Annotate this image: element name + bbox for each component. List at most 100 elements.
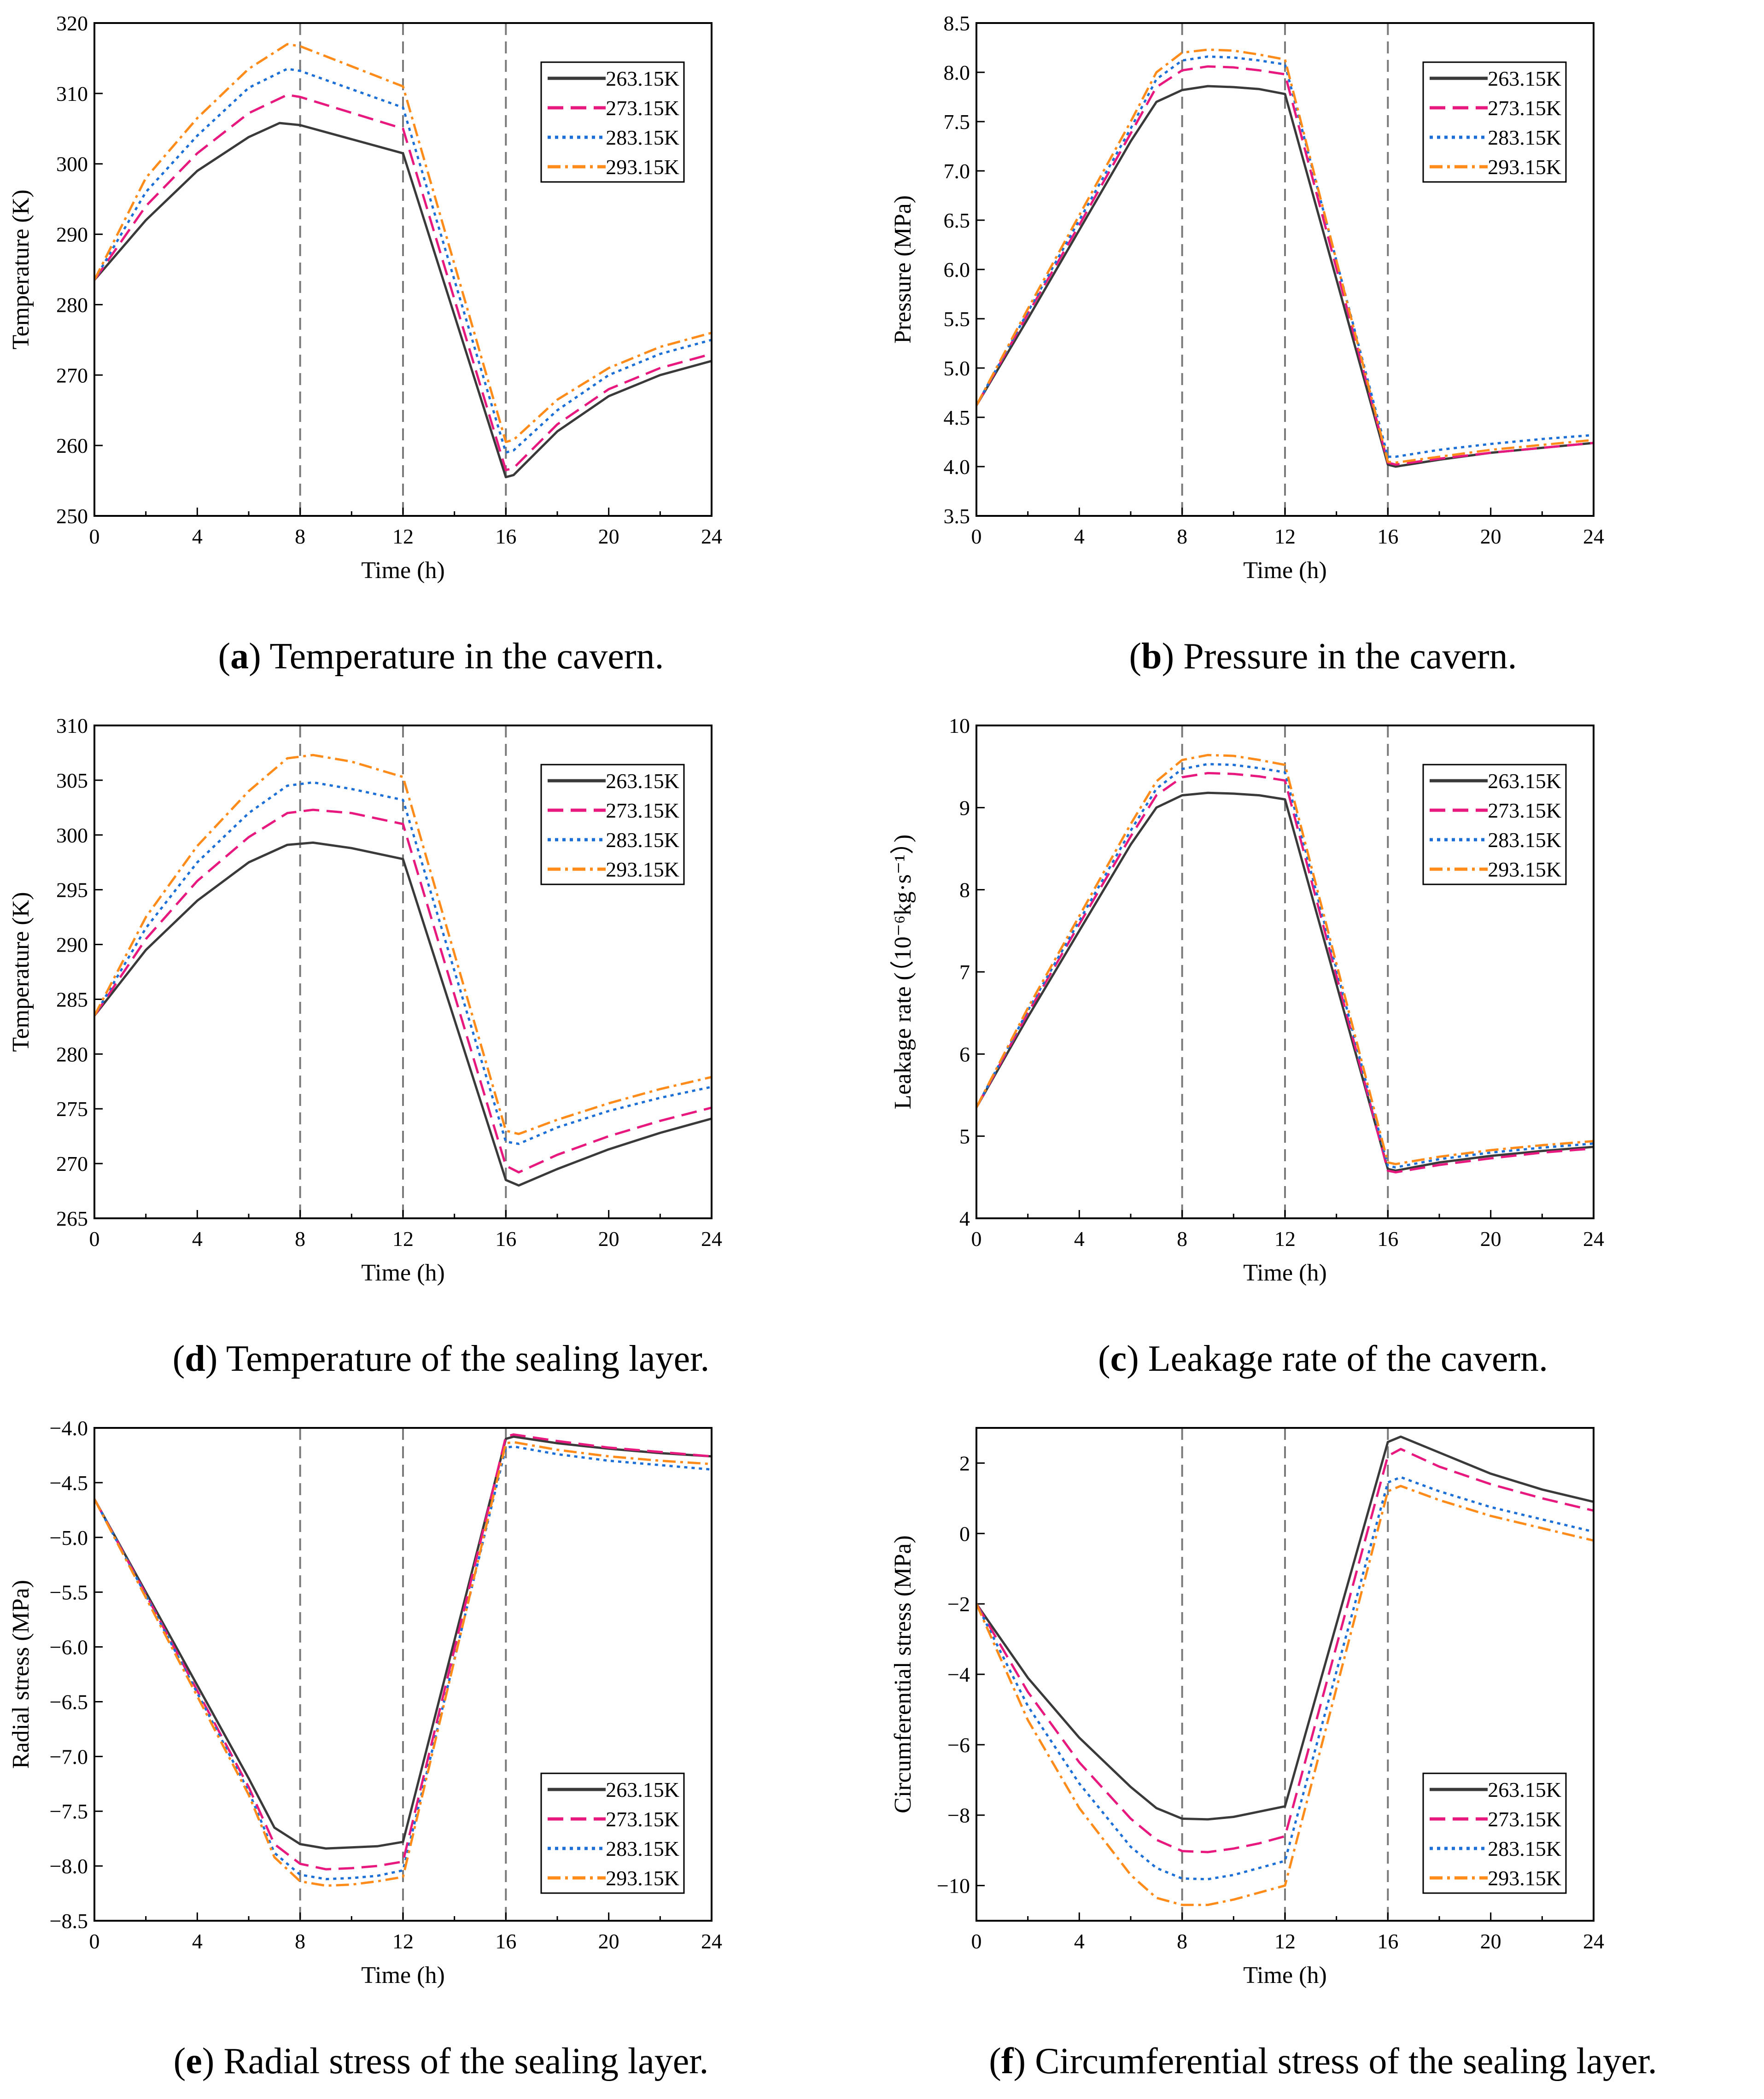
series-line-263-15K (93, 1435, 712, 1850)
legend-label: 283.15K (606, 1837, 679, 1860)
x-tick-label: 4 (1074, 525, 1085, 548)
series-line-293-15K (93, 754, 712, 1135)
y-tick-label: 260 (56, 434, 88, 457)
y-tick-label: −10 (937, 1874, 970, 1898)
y-tick-label: 7 (959, 960, 970, 984)
y-tick-label: 295 (56, 878, 88, 902)
y-tick-label: 8 (959, 878, 970, 902)
y-tick-label: −4.0 (50, 1416, 88, 1440)
y-tick-label: 8.5 (944, 12, 970, 35)
caption-f: (f) Circumferential stress of the sealin… (989, 2041, 1657, 2081)
x-tick-label: 4 (1074, 1929, 1085, 1953)
legend-label: 283.15K (1488, 828, 1561, 852)
x-tick-label: 8 (1177, 1929, 1187, 1953)
series-line-283-15K (93, 67, 712, 454)
y-tick-label: 290 (56, 223, 88, 246)
y-tick-label: 290 (56, 933, 88, 957)
y-tick-label: −8.5 (50, 1909, 88, 1933)
legend-label: 263.15K (1488, 67, 1561, 90)
x-tick-label: 12 (392, 1227, 414, 1251)
y-tick-label: 270 (56, 363, 88, 387)
chart-radial-stress: 0 4 8 12 16 20 24 −8.5 −8.0 −7.5 −7.0 −6.5 −6.0 −5.5 −… (8, 1416, 722, 1988)
y-tick-label: −7.5 (50, 1800, 88, 1823)
series-line-293-15K (93, 43, 712, 443)
x-tick-label: 0 (89, 1227, 100, 1251)
y-tick-label: −2 (947, 1592, 970, 1616)
panel-f: 0 4 8 12 16 20 24 −10 −8 −6 −4 −2 0 2 Time (h) Circumfe… (882, 1405, 1764, 2041)
x-tick-label: 16 (495, 1929, 516, 1953)
y-tick-label: 270 (56, 1152, 88, 1175)
y-tick-label: 310 (56, 82, 88, 105)
y-tick-label: 5.0 (944, 357, 970, 380)
panel-d: 0 4 8 12 16 20 24 265 270 275 280 285 290 295 300 305 31… (0, 702, 882, 1338)
panel-a: 0 4 8 12 16 20 24 250 260 270 280 290 300 310 320 Time … (0, 0, 882, 636)
y-tick-label: 275 (56, 1097, 88, 1121)
y-tick-label: 3.5 (944, 504, 970, 528)
legend-label: 263.15K (606, 1778, 679, 1801)
x-tick-label: 8 (1177, 1227, 1187, 1251)
x-tick-label: 8 (1177, 525, 1187, 548)
x-tick-label: 4 (1074, 1227, 1085, 1251)
plot-frame (93, 1427, 713, 1922)
caption-e: (e) Radial stress of the sealing layer. (173, 2041, 709, 2081)
caption-d: (d) Temperature of the sealing layer. (172, 1339, 710, 1379)
legend-box (540, 61, 685, 183)
y-tick-label: 265 (56, 1207, 88, 1230)
legend-label: 293.15K (1488, 858, 1561, 881)
y-tick-label: −5.0 (50, 1526, 88, 1549)
x-tick-label: 8 (295, 525, 305, 548)
caption-c: (c) Leakage rate of the cavern. (1098, 1339, 1548, 1379)
x-tick-label: 24 (1583, 525, 1604, 548)
legend-label: 263.15K (1488, 1778, 1561, 1801)
legend-label: 293.15K (606, 1866, 679, 1890)
x-tick-label: 24 (701, 1227, 722, 1251)
y-tick-label: −4.5 (50, 1471, 88, 1495)
series-line-283-15K (93, 1445, 712, 1881)
legend-box (1422, 61, 1567, 183)
x-axis-label: Time (h) (1243, 1260, 1327, 1286)
y-axis-label: Leakage rate (（10⁻⁶kg·s⁻¹）) (890, 835, 916, 1110)
legend-label: 293.15K (606, 155, 679, 179)
legend-label: 263.15K (606, 67, 679, 90)
y-axis-label: Radial stress (MPa) (8, 1580, 34, 1769)
plot-frame (93, 22, 713, 517)
legend-label: 273.15K (1488, 96, 1561, 120)
x-axis-label: Time (h) (1243, 1962, 1327, 1988)
y-tick-label: −6.0 (50, 1636, 88, 1659)
legend-label: 283.15K (1488, 1837, 1561, 1860)
legend-label: 293.15K (1488, 155, 1561, 179)
x-axis-label: Time (h) (361, 1260, 445, 1286)
y-tick-label: −8.0 (50, 1854, 88, 1878)
x-tick-label: 24 (701, 525, 722, 548)
y-tick-label: 8.0 (944, 61, 970, 84)
x-tick-label: 12 (392, 1929, 414, 1953)
legend-label: 283.15K (606, 126, 679, 149)
y-tick-label: 300 (56, 152, 88, 176)
panel-e: 0 4 8 12 16 20 24 −8.5 −8.0 −7.5 −7.0 −6.5 −6.0 −5.5 −… (0, 1405, 882, 2041)
series-line-273-15K (93, 94, 712, 472)
x-tick-label: 16 (1377, 1929, 1398, 1953)
x-tick-label: 20 (1480, 525, 1501, 548)
caption-a: (a) Temperature in the cavern. (218, 636, 664, 677)
y-tick-label: 5 (959, 1125, 970, 1148)
x-tick-label: 12 (392, 525, 414, 548)
y-axis-label: Temperature (K) (8, 189, 34, 349)
legend-label: 293.15K (1488, 1866, 1561, 1890)
x-tick-label: 16 (1377, 1227, 1398, 1251)
y-tick-label: −7.0 (50, 1745, 88, 1768)
y-tick-label: −5.5 (50, 1581, 88, 1604)
series-line-273-15K (975, 65, 1594, 466)
x-tick-label: 20 (598, 525, 619, 548)
x-tick-label: 16 (495, 525, 516, 548)
legend-label: 293.15K (606, 858, 679, 881)
y-axis-label: Circumferential stress (MPa) (890, 1535, 916, 1813)
y-tick-label: 280 (56, 1042, 88, 1066)
y-tick-label: 4 (959, 1207, 970, 1230)
series-line-283-15K (93, 781, 712, 1145)
plot-frame (975, 22, 1595, 517)
y-tick-label: 9 (959, 796, 970, 819)
series-line-263-15K (975, 1435, 1594, 1821)
y-axis-label: Temperature (K) (8, 892, 34, 1052)
x-tick-label: 24 (1583, 1227, 1604, 1251)
plot-frame (93, 725, 713, 1219)
